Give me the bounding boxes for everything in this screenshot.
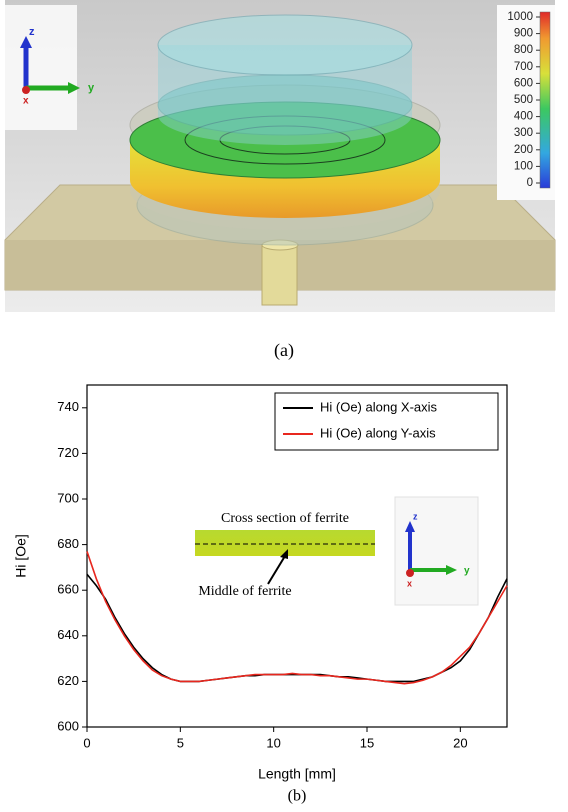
colorbar-tick-label: 200 xyxy=(514,144,533,156)
legend-label: Hi (Oe) along X-axis xyxy=(320,399,438,414)
triad-x: x xyxy=(23,96,29,107)
y-tick-label: 740 xyxy=(57,399,79,414)
caption-a: (a) xyxy=(274,340,294,361)
inset-title: Cross section of ferrite xyxy=(221,511,349,526)
colorbar-tick-label: 1000 xyxy=(507,11,533,23)
x-tick-label: 20 xyxy=(453,735,467,750)
arrow-label: Middle of ferrite xyxy=(198,584,291,599)
inset-triad-z: z xyxy=(413,511,418,521)
x-tick-label: 15 xyxy=(360,735,374,750)
colorbar-tick-label: 600 xyxy=(514,77,533,89)
colorbar-tick-label: 300 xyxy=(514,127,533,139)
y-tick-label: 600 xyxy=(57,718,79,733)
colorbar-tick-label: 100 xyxy=(514,160,533,172)
inset-triad-x: x xyxy=(407,578,412,588)
x-tick-label: 0 xyxy=(83,735,90,750)
colorbar-tick-label: 900 xyxy=(514,28,533,40)
colorbar-tick-label: 500 xyxy=(514,94,533,106)
page: z y x (a) Cross section of ferrite Middl… xyxy=(0,0,568,812)
triad-z: z xyxy=(29,26,35,38)
colorbar-tick-label: 400 xyxy=(514,111,533,123)
y-tick-label: 620 xyxy=(57,673,79,688)
colorbar-tick-label: 0 xyxy=(527,177,533,189)
y-axis-label: Hi [Oe] xyxy=(13,534,29,578)
inset-triad-y: y xyxy=(464,566,470,577)
caption-b: (b) xyxy=(288,788,307,805)
x-tick-label: 10 xyxy=(266,735,280,750)
triad-y: y xyxy=(88,82,95,94)
y-tick-label: 660 xyxy=(57,582,79,597)
y-tick-label: 640 xyxy=(57,627,79,642)
colorbar-tick-label: 700 xyxy=(514,61,533,73)
y-tick-label: 720 xyxy=(57,445,79,460)
legend-label: Hi (Oe) along Y-axis xyxy=(320,425,436,440)
figure: z y x (a) Cross section of ferrite Middl… xyxy=(0,0,568,812)
colorbar-tick-label: 800 xyxy=(514,44,533,56)
render-3d xyxy=(5,0,555,312)
y-tick-label: 700 xyxy=(57,490,79,505)
x-axis-label: Length [mm] xyxy=(258,766,336,782)
y-tick-label: 680 xyxy=(57,536,79,551)
x-tick-label: 5 xyxy=(177,735,184,750)
